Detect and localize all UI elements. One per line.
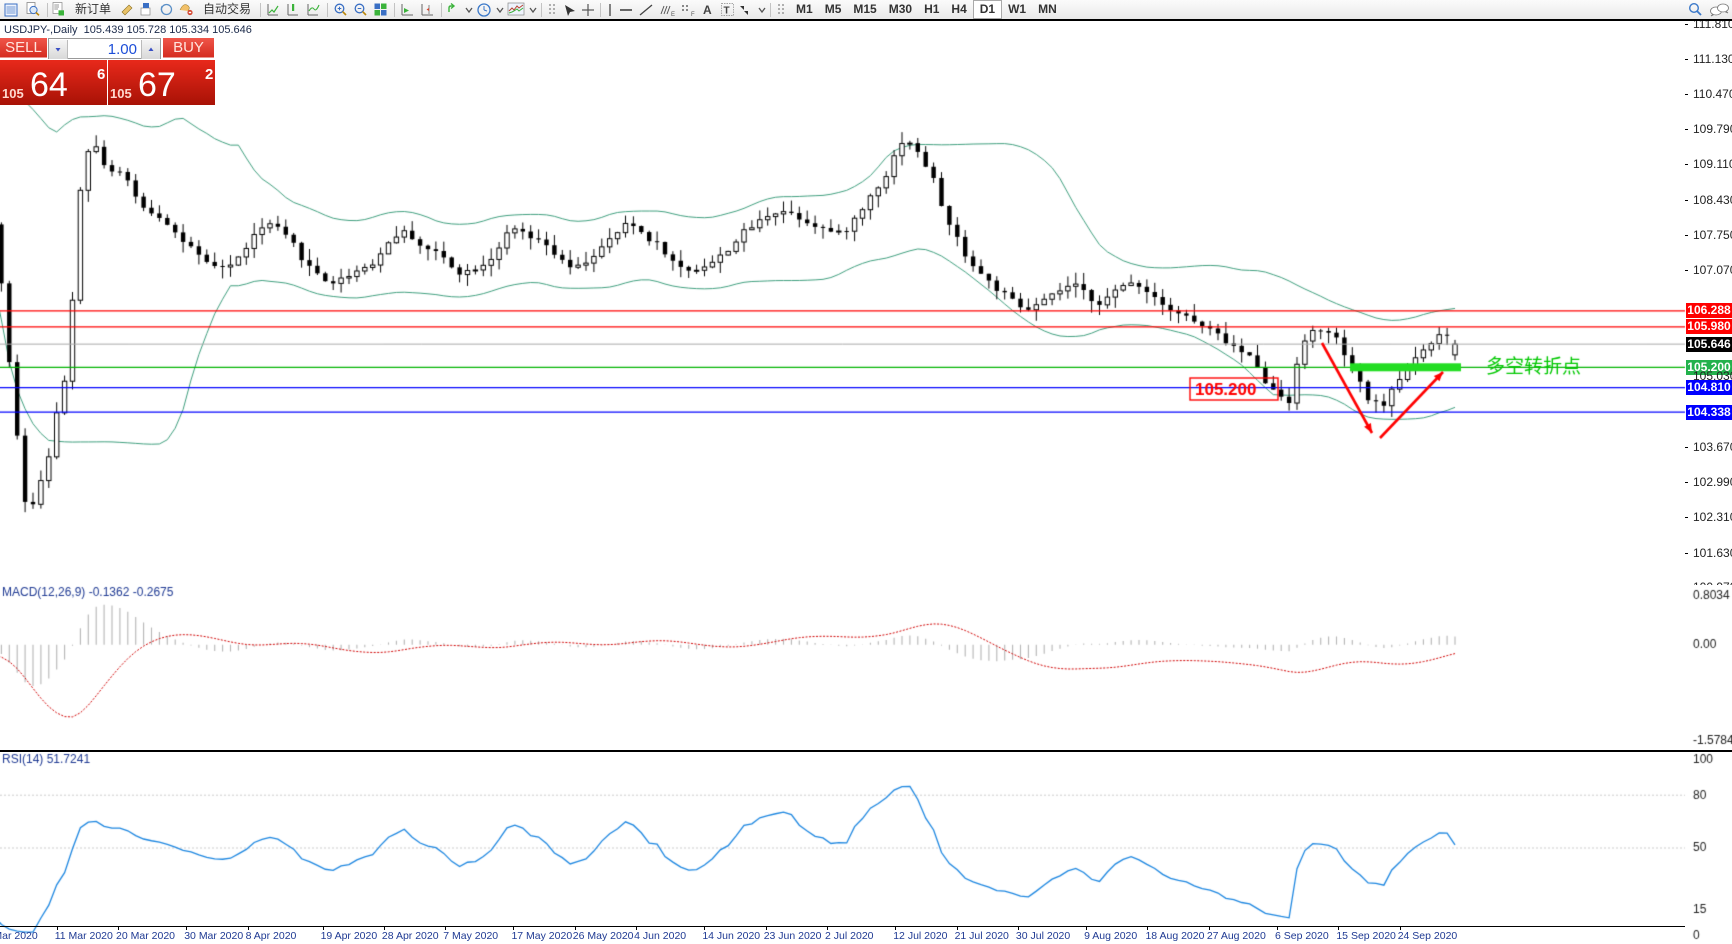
svg-text:F: F (691, 12, 695, 17)
svg-text:E: E (671, 12, 675, 17)
svg-text:T: T (723, 5, 729, 16)
svg-text:A: A (703, 3, 712, 17)
